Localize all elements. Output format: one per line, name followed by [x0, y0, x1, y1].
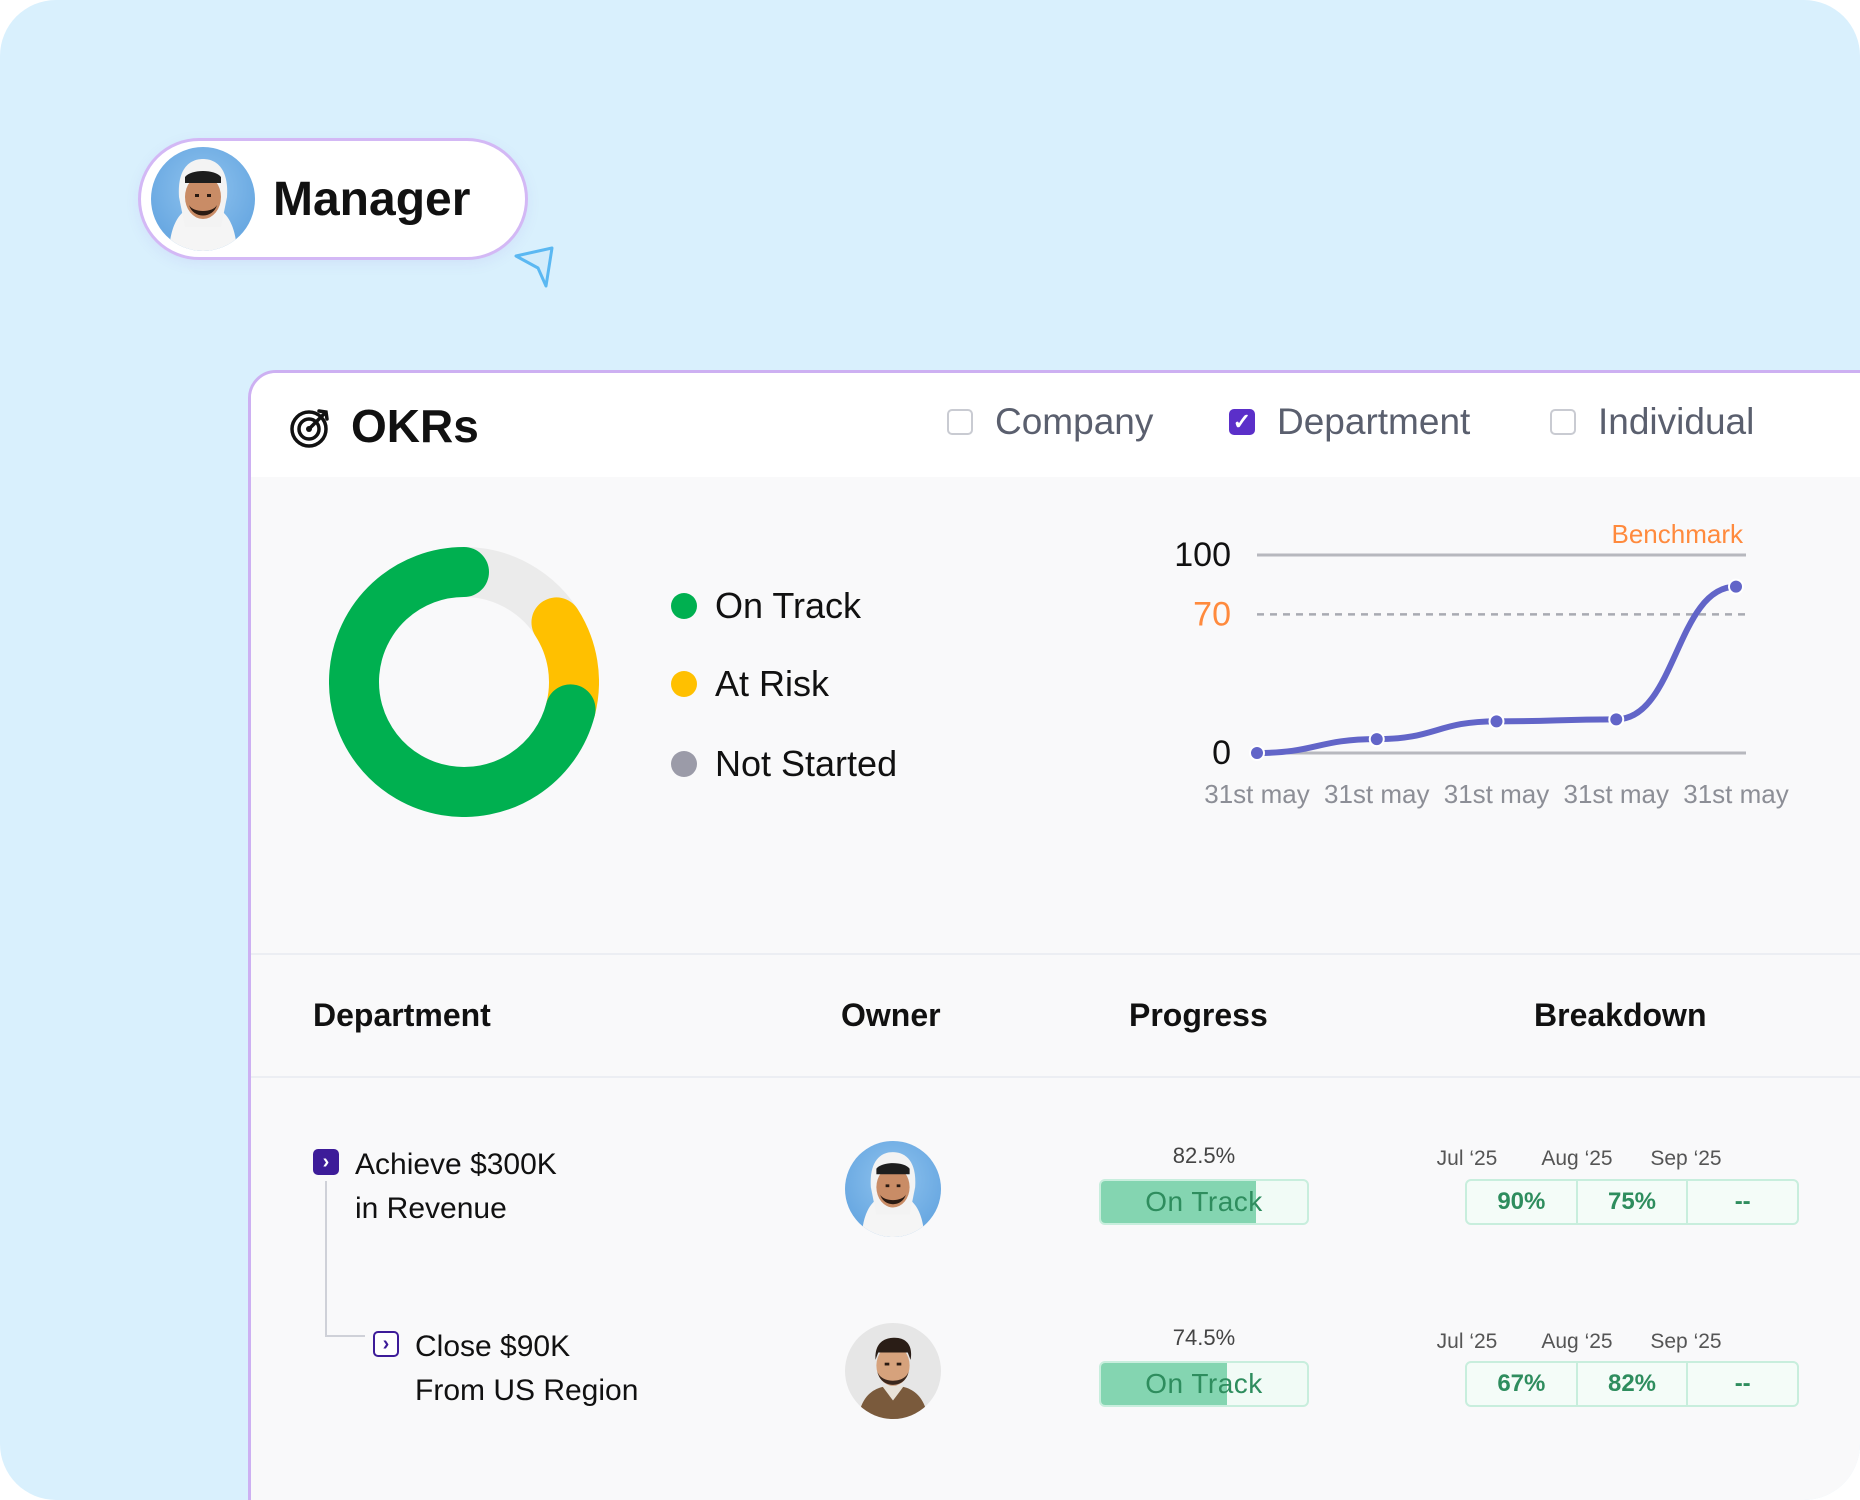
card-header: OKRs Company ✓ Department Individual [251, 373, 1860, 477]
month-label: Aug ‘25 [1541, 1330, 1613, 1353]
role-label: Manager [273, 172, 471, 226]
progress-status: On Track [1145, 1368, 1263, 1399]
y-tick-label: 70 [1193, 595, 1231, 633]
progress-bar-fill [1101, 1181, 1256, 1223]
header-owner[interactable]: Owner [841, 997, 941, 1033]
department-checkbox[interactable]: ✓ [1229, 409, 1255, 435]
legend-label: At Risk [715, 663, 830, 704]
card-title: OKRs [351, 400, 479, 452]
month-label: Jul ‘25 [1436, 1147, 1498, 1170]
filter-company[interactable]: Company [947, 401, 1153, 443]
x-tick-label: 31st may [1204, 779, 1310, 809]
x-tick-label: 31st may [1564, 779, 1670, 809]
objective-title-line: Achieve $300K [355, 1148, 557, 1181]
benchmark-label: Benchmark [1612, 519, 1744, 549]
filter-individual[interactable]: Individual [1550, 401, 1754, 443]
progress-bar: On Track [1099, 1361, 1309, 1407]
company-checkbox[interactable] [947, 409, 973, 435]
legend-dot [671, 671, 697, 697]
section-divider [251, 953, 1860, 955]
legend-on-track: On Track [671, 585, 861, 627]
filter-department[interactable]: ✓ Department [1229, 401, 1470, 443]
y-tick-label: 100 [1174, 536, 1231, 574]
key-result-title-line: Close $90K [415, 1330, 571, 1363]
objective-title-line: in Revenue [355, 1192, 507, 1225]
objective-title[interactable]: Achieve $300K in Revenue [355, 1143, 557, 1231]
filter-label: Company [995, 401, 1154, 442]
data-point[interactable] [1368, 731, 1385, 748]
check-icon: ✓ [1232, 409, 1252, 434]
individual-checkbox[interactable] [1550, 409, 1576, 435]
month-label: Sep ‘25 [1650, 1147, 1722, 1170]
manager-avatar [151, 147, 255, 251]
header-divider [251, 1076, 1860, 1078]
x-tick-label: 31st may [1324, 779, 1430, 809]
header-department[interactable]: Department [313, 997, 491, 1033]
key-result-title[interactable]: Close $90K From US Region [415, 1325, 638, 1413]
breakdown-cell: 67% [1467, 1363, 1578, 1405]
expand-button[interactable]: › [313, 1149, 339, 1175]
donut-slice-on-track [329, 547, 596, 817]
key-result-title-line: From US Region [415, 1374, 639, 1407]
breakdown-values: 90% 75% -- [1465, 1179, 1799, 1225]
data-point[interactable] [1488, 713, 1505, 730]
x-tick-label: 31st may [1683, 779, 1789, 809]
expand-button[interactable]: › [373, 1331, 399, 1357]
chevron-right-icon: › [382, 1332, 390, 1355]
progress-status: On Track [1145, 1186, 1263, 1217]
breakdown-values: 67% 82% -- [1465, 1361, 1799, 1407]
legend-not-started: Not Started [671, 743, 897, 785]
data-point[interactable] [1728, 578, 1744, 595]
month-label: Jul ‘25 [1436, 1330, 1498, 1353]
progress-percent: 74.5% [1172, 1325, 1236, 1350]
data-point[interactable] [1249, 745, 1265, 761]
okr-card: OKRs Company ✓ Department Individual On … [248, 370, 1860, 1500]
month-label: Sep ‘25 [1650, 1330, 1722, 1353]
breakdown-cell: 75% [1578, 1181, 1689, 1223]
legend-dot [671, 751, 697, 777]
tree-connector [325, 1335, 365, 1337]
legend-label: Not Started [715, 743, 898, 784]
header-progress[interactable]: Progress [1129, 997, 1268, 1033]
filter-label: Individual [1598, 401, 1755, 442]
breakdown-cell: 90% [1467, 1181, 1578, 1223]
progress-bar-fill [1101, 1363, 1227, 1405]
owner-avatar[interactable] [845, 1141, 941, 1237]
data-point[interactable] [1608, 711, 1625, 728]
filter-label: Department [1277, 401, 1471, 442]
cursor-arrow-icon [514, 246, 554, 288]
legend-label: On Track [715, 585, 862, 626]
header-breakdown[interactable]: Breakdown [1534, 997, 1707, 1033]
legend-at-risk: At Risk [671, 663, 829, 705]
breakdown-cell: -- [1734, 1370, 1751, 1397]
y-tick-label: 0 [1212, 734, 1231, 772]
role-badge[interactable]: Manager [138, 138, 528, 260]
legend-dot [671, 593, 697, 619]
progress-line-chart: Benchmark 100 70 0 31st may 31st may 31st may 3… [1174, 519, 1789, 809]
target-icon [290, 409, 329, 448]
series-line [1254, 583, 1739, 756]
x-tick-label: 31st may [1444, 779, 1550, 809]
chevron-right-icon: › [322, 1150, 330, 1173]
status-donut-chart [329, 547, 599, 817]
breakdown-cell: 82% [1578, 1363, 1689, 1405]
month-label: Aug ‘25 [1541, 1147, 1613, 1170]
tree-connector [325, 1181, 327, 1337]
progress-bar: On Track [1099, 1179, 1309, 1225]
progress-percent: 82.5% [1172, 1143, 1236, 1168]
owner-avatar[interactable] [845, 1323, 941, 1419]
breakdown-cell: -- [1734, 1188, 1751, 1215]
